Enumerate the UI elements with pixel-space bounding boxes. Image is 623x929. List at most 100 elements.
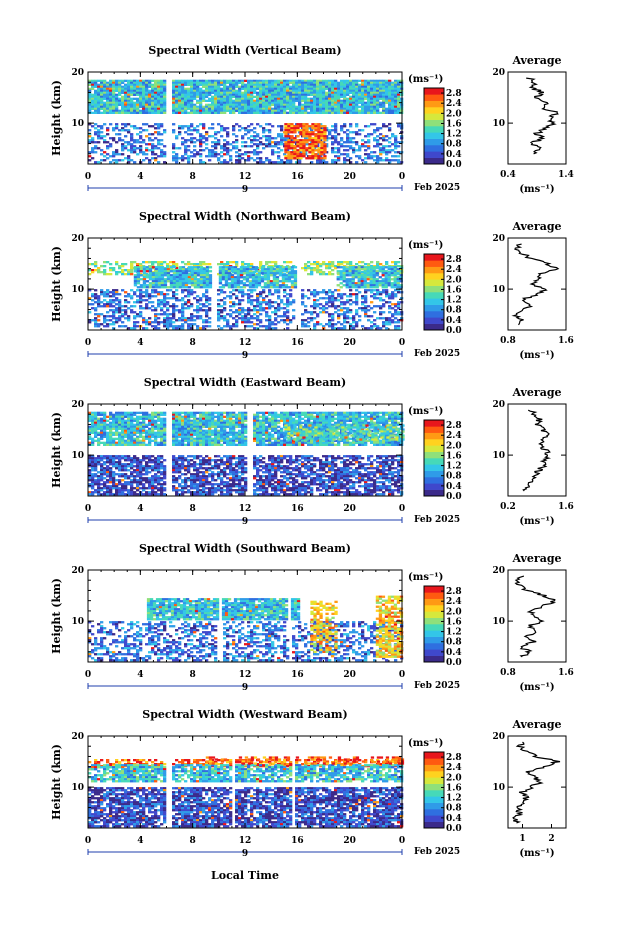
heatmap-cell bbox=[202, 85, 206, 88]
heatmap-cell bbox=[151, 101, 155, 104]
heatmap-cell bbox=[118, 265, 122, 268]
heatmap-cell bbox=[358, 307, 362, 310]
heatmap-cell bbox=[193, 291, 197, 294]
heatmap-cell bbox=[172, 303, 176, 306]
heatmap-cell bbox=[208, 278, 213, 281]
heatmap-cell bbox=[265, 157, 269, 160]
heatmap-cell bbox=[115, 85, 119, 88]
heatmap-cell bbox=[260, 286, 265, 289]
heatmap-cell bbox=[388, 293, 392, 296]
heatmap-cell bbox=[286, 297, 290, 300]
heatmap-cell bbox=[175, 85, 179, 88]
heatmap-cell bbox=[103, 269, 107, 272]
heatmap-cell bbox=[358, 149, 362, 152]
heatmap-cell bbox=[217, 105, 221, 108]
heatmap-cell bbox=[349, 79, 353, 82]
heatmap-cell bbox=[379, 93, 383, 96]
heatmap-cell bbox=[94, 101, 98, 104]
heatmap-cell bbox=[175, 153, 179, 156]
heatmap-cell bbox=[238, 313, 242, 316]
heatmap-cell bbox=[244, 317, 248, 320]
heatmap-cell bbox=[139, 305, 143, 308]
heatmap-cell bbox=[311, 155, 315, 158]
heatmap-cell bbox=[256, 105, 260, 108]
heatmap-cell bbox=[226, 147, 230, 150]
heatmap-cell bbox=[311, 147, 315, 150]
heatmap-cell bbox=[334, 109, 338, 112]
heatmap-cell bbox=[328, 81, 332, 84]
heatmap-cell bbox=[346, 93, 350, 96]
heatmap-cell bbox=[385, 139, 389, 142]
heatmap-cell bbox=[319, 269, 323, 272]
heatmap-cell bbox=[241, 299, 245, 302]
heatmap-cell bbox=[163, 301, 167, 304]
heatmap-cell bbox=[287, 278, 292, 281]
heatmap-cell bbox=[364, 291, 368, 294]
heatmap-cell bbox=[103, 83, 107, 86]
heatmap-cell bbox=[187, 87, 191, 90]
heatmap-cell bbox=[253, 305, 257, 308]
heatmap-cell bbox=[370, 103, 374, 106]
heatmap-cell bbox=[319, 97, 323, 100]
heatmap-cell bbox=[193, 95, 197, 98]
heatmap-cell bbox=[235, 263, 239, 266]
heatmap-cell bbox=[233, 278, 238, 281]
heatmap-cell bbox=[136, 325, 140, 328]
heatmap-cell bbox=[169, 305, 173, 308]
heatmap-cell bbox=[301, 267, 305, 270]
heatmap-cell bbox=[97, 147, 101, 150]
heatmap-cell bbox=[259, 319, 263, 322]
heatmap-cell bbox=[372, 266, 376, 269]
heatmap-cell bbox=[346, 301, 350, 304]
heatmap-cell bbox=[181, 155, 185, 158]
heatmap-cell bbox=[293, 153, 297, 156]
heatmap-cell bbox=[322, 95, 326, 98]
heatmap-cell bbox=[286, 79, 290, 82]
heatmap-cell bbox=[217, 315, 221, 318]
heatmap-cell bbox=[369, 272, 373, 275]
heatmap-cell bbox=[346, 133, 350, 136]
heatmap-cell bbox=[247, 325, 251, 328]
heatmap-cell bbox=[325, 99, 329, 102]
heatmap-cell bbox=[292, 109, 296, 112]
heatmap-cell bbox=[154, 270, 159, 273]
heatmap-cell bbox=[181, 319, 185, 322]
heatmap-cell bbox=[115, 89, 119, 92]
heatmap-cell bbox=[151, 274, 156, 277]
heatmap-cell bbox=[163, 286, 168, 289]
heatmap-cell bbox=[151, 91, 155, 94]
heatmap-cell bbox=[396, 272, 400, 275]
heatmap-cell bbox=[280, 103, 284, 106]
heatmap-cell bbox=[88, 89, 92, 92]
y-tick-label: 10 bbox=[71, 119, 84, 129]
heatmap-cell bbox=[94, 317, 98, 320]
heatmap-cell bbox=[305, 139, 309, 142]
heatmap-cell bbox=[298, 103, 302, 106]
heatmap-cell bbox=[245, 266, 250, 269]
heatmap-cell bbox=[233, 270, 238, 273]
heatmap-cell bbox=[301, 111, 305, 114]
heatmap-cell bbox=[239, 282, 244, 285]
heatmap-cell bbox=[296, 129, 300, 132]
heatmap-cell bbox=[154, 319, 158, 322]
heatmap-cell bbox=[358, 83, 362, 86]
heatmap-cell bbox=[334, 81, 338, 84]
heatmap-cell bbox=[385, 301, 389, 304]
heatmap-cell bbox=[373, 123, 377, 126]
heatmap-cell bbox=[236, 284, 241, 287]
heatmap-cell bbox=[139, 91, 143, 94]
heatmap-cell bbox=[166, 325, 170, 328]
heatmap-cell bbox=[160, 307, 164, 310]
heatmap-cell bbox=[256, 109, 260, 112]
heatmap-cell bbox=[223, 161, 227, 164]
heatmap-cell bbox=[211, 103, 215, 106]
heatmap-cell bbox=[103, 89, 107, 92]
heatmap-cell bbox=[220, 305, 224, 308]
heatmap-cell bbox=[343, 87, 347, 90]
heatmap-cell bbox=[139, 268, 144, 271]
heatmap-cell bbox=[256, 309, 260, 312]
heatmap-cell bbox=[275, 272, 280, 275]
heatmap-cell bbox=[340, 105, 344, 108]
heatmap-cell bbox=[373, 93, 377, 96]
heatmap-cell bbox=[241, 295, 245, 298]
